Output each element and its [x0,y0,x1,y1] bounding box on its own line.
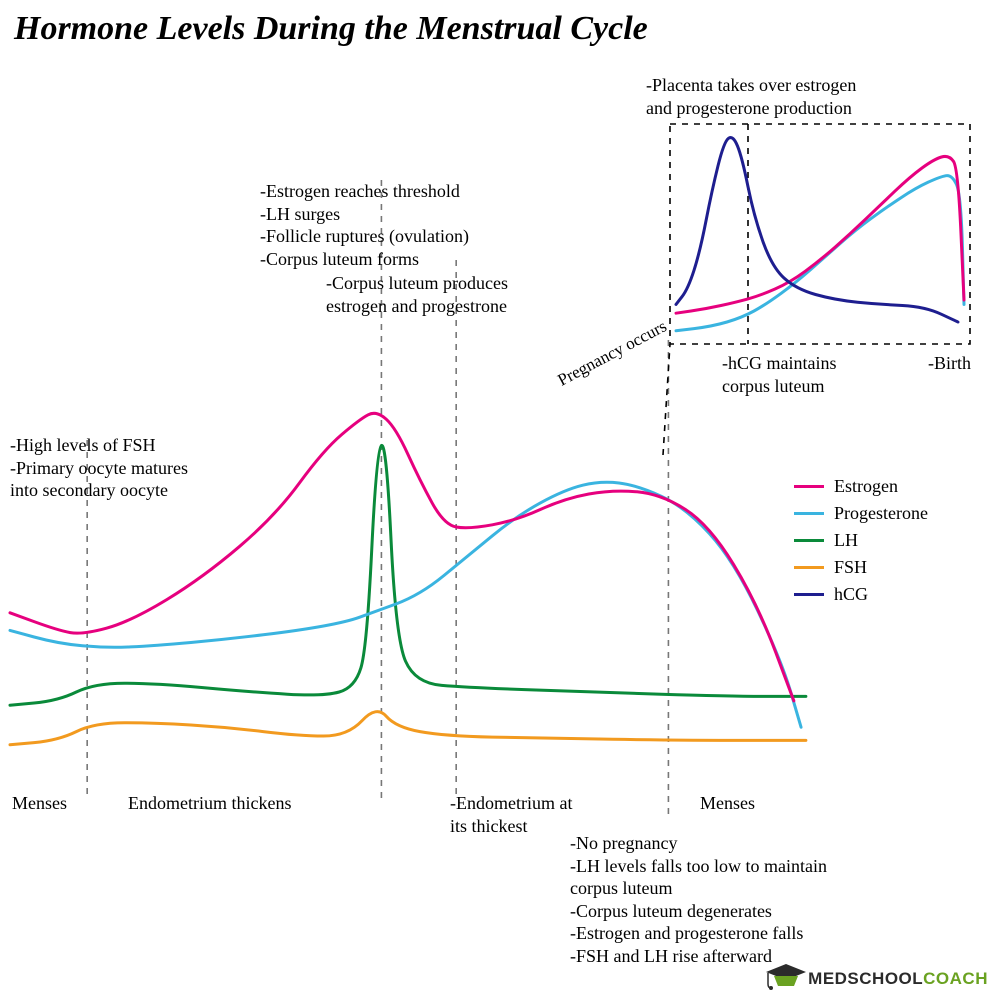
legend-swatch [794,593,824,596]
series-progesterone [10,482,801,727]
annot-placenta: -Placenta takes over estrogen and proges… [646,74,856,119]
legend-item-estrogen: Estrogen [794,476,928,497]
label-endometrium-thickest: -Endometrium at its thickest [450,792,572,837]
grad-cap-icon [764,962,808,996]
legend-swatch [794,566,824,569]
legend-swatch [794,512,824,515]
legend-label: hCG [834,584,868,605]
annot-birth: -Birth [928,352,971,375]
legend-swatch [794,539,824,542]
label-menses-left: Menses [12,792,67,815]
medschoolcoach-logo: MEDSCHOOLCOACH [764,962,988,996]
label-menses-right: Menses [700,792,755,815]
logo-text-1: MEDSCHOOL [808,969,923,988]
legend: Estrogen Progesterone LH FSH hCG [794,476,928,611]
label-endometrium-thickens: Endometrium thickens [128,792,291,815]
legend-item-fsh: FSH [794,557,928,578]
legend-label: Estrogen [834,476,898,497]
annot-fsh-block: -High levels of FSH -Primary oocyte matu… [10,434,188,502]
inset-series-estrogen [676,156,964,313]
legend-label: FSH [834,557,867,578]
legend-swatch [794,485,824,488]
logo-text-2: COACH [923,969,988,988]
annot-corpus-produces: -Corpus luteum produces estrogen and pro… [326,272,508,317]
annot-no-pregnancy-block: -No pregnancy -LH levels falls too low t… [570,832,827,967]
series-fsh [10,712,806,745]
annot-hcg-maintains: -hCG maintains corpus luteum [722,352,837,397]
legend-item-progesterone: Progesterone [794,503,928,524]
legend-label: Progesterone [834,503,928,524]
inset-series-hcg [676,138,958,322]
pregnancy-inset-box [670,124,970,344]
legend-item-hcg: hCG [794,584,928,605]
annot-ovulation-block: -Estrogen reaches threshold -LH surges -… [260,180,469,270]
legend-item-lh: LH [794,530,928,551]
legend-label: LH [834,530,858,551]
